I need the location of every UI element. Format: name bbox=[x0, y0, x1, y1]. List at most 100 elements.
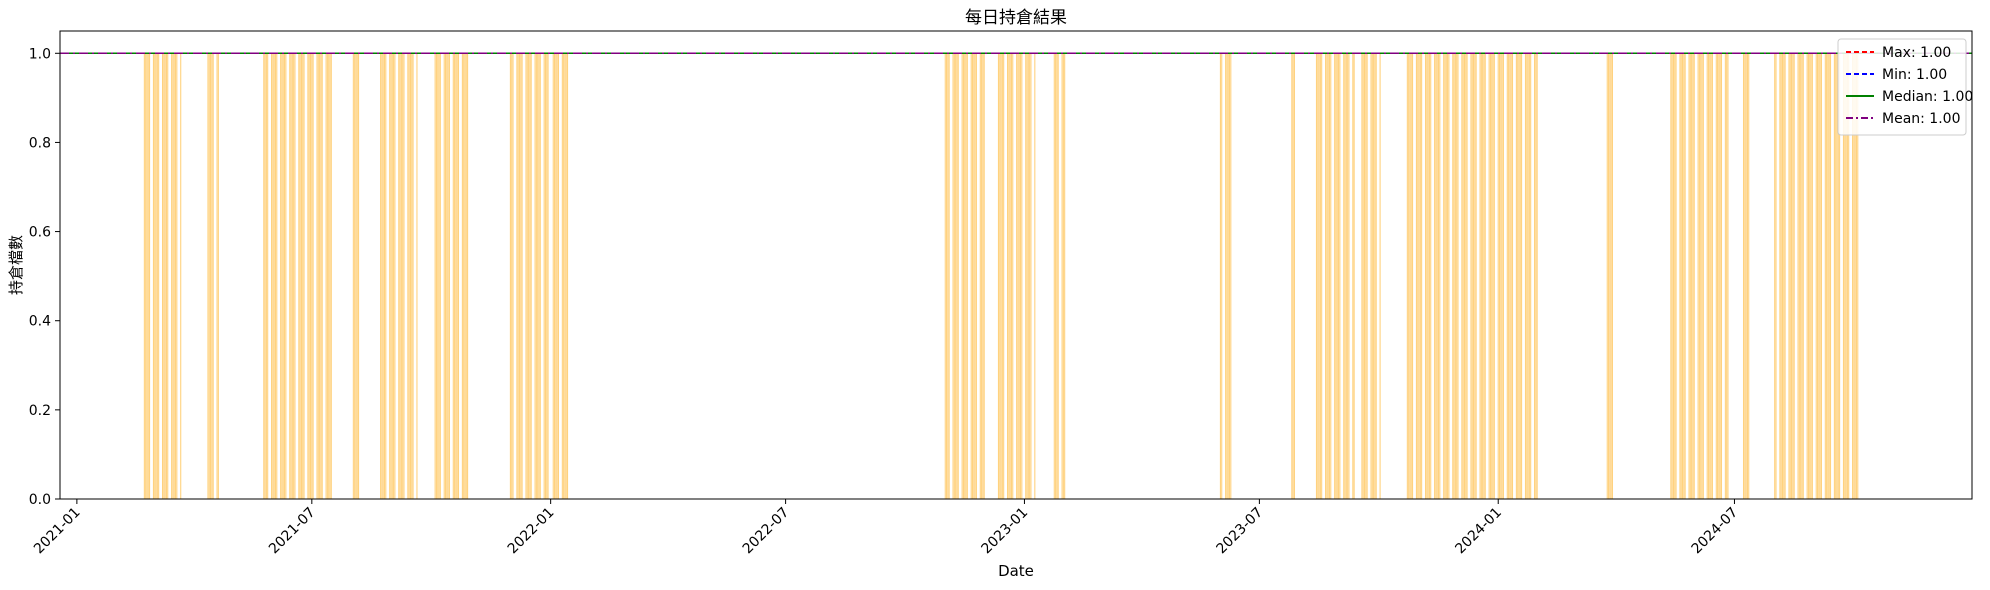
holding-bar bbox=[1702, 53, 1704, 499]
holding-bar bbox=[1415, 53, 1417, 499]
holding-bar bbox=[1844, 53, 1846, 499]
holding-bar bbox=[1498, 53, 1501, 499]
holding-bar bbox=[1510, 53, 1512, 499]
holding-bar bbox=[1524, 53, 1527, 499]
holding-bar bbox=[1492, 53, 1494, 499]
x-tick-label: 2023-07 bbox=[1214, 505, 1267, 558]
holding-bar bbox=[543, 53, 545, 499]
holding-bar bbox=[457, 53, 460, 499]
holding-bar bbox=[146, 53, 148, 499]
chart-title: 每日持倉結果 bbox=[965, 8, 1067, 28]
holding-bar bbox=[1457, 53, 1459, 499]
holding-bar bbox=[1000, 53, 1002, 499]
holding-bar bbox=[1030, 53, 1032, 499]
holding-bar bbox=[555, 53, 557, 499]
holding-bar bbox=[1435, 53, 1437, 499]
holding-bar bbox=[1463, 53, 1466, 499]
holding-bar bbox=[307, 53, 309, 499]
holding-bar bbox=[538, 53, 540, 499]
holding-bar bbox=[1680, 53, 1682, 499]
holding-bar bbox=[299, 53, 301, 499]
holding-bar bbox=[1718, 53, 1720, 499]
holding-bar bbox=[173, 53, 175, 499]
holding-bar bbox=[1845, 53, 1847, 499]
holding-bar bbox=[948, 53, 950, 499]
holding-bar bbox=[438, 53, 440, 499]
holding-bar bbox=[1802, 53, 1804, 499]
holding-bar bbox=[1439, 53, 1441, 499]
holding-bar bbox=[1017, 53, 1019, 499]
holding-bar bbox=[546, 53, 548, 499]
holding-bar bbox=[1509, 53, 1511, 499]
holding-bar bbox=[1227, 53, 1229, 499]
holding-bar bbox=[207, 53, 209, 499]
holding-bar bbox=[1008, 53, 1010, 499]
holding-bar bbox=[1745, 53, 1747, 499]
holding-bar bbox=[957, 53, 959, 499]
holding-bar bbox=[1436, 53, 1438, 499]
holding-bar bbox=[434, 53, 436, 499]
holding-bar bbox=[1489, 53, 1491, 499]
holding-bar bbox=[1318, 53, 1320, 499]
holding-bar bbox=[1493, 53, 1495, 499]
x-tick-label: 2021-01 bbox=[31, 505, 84, 558]
holding-bar bbox=[1679, 53, 1681, 499]
y-axis: 0.0 0.2 0.4 0.6 0.8 1.0 bbox=[29, 46, 60, 508]
holding-bar bbox=[1473, 53, 1475, 499]
holding-bar bbox=[1530, 53, 1532, 499]
holding-bar bbox=[272, 53, 274, 499]
holding-bar bbox=[407, 53, 409, 499]
holding-bar bbox=[529, 53, 531, 499]
holding-bar bbox=[1784, 53, 1786, 499]
holding-bar bbox=[1783, 53, 1785, 499]
legend-box bbox=[1837, 38, 1967, 136]
y-tick-label: 0.6 bbox=[29, 225, 51, 241]
holding-bar bbox=[447, 53, 449, 499]
holding-bar bbox=[284, 53, 286, 499]
holding-bar bbox=[1800, 53, 1802, 499]
holding-bar bbox=[274, 53, 277, 499]
holding-bar bbox=[564, 53, 566, 499]
holding-bar bbox=[1791, 53, 1793, 499]
holding-bar bbox=[1444, 53, 1446, 499]
holding-bar bbox=[208, 53, 210, 499]
holding-bar bbox=[1421, 53, 1423, 499]
holding-bar bbox=[330, 53, 332, 499]
holding-bar bbox=[1833, 53, 1835, 499]
holding-bar bbox=[1674, 53, 1676, 499]
holding-bar bbox=[1344, 53, 1346, 499]
holding-bar bbox=[1452, 53, 1454, 499]
holding-bar bbox=[1711, 53, 1713, 499]
holding-bar bbox=[398, 53, 400, 499]
holding-bar bbox=[983, 53, 985, 499]
holding-bar bbox=[517, 53, 519, 499]
holding-bar bbox=[294, 53, 296, 499]
holding-bar bbox=[1412, 53, 1414, 499]
holding-bar bbox=[1029, 53, 1031, 499]
holding-bar bbox=[1826, 53, 1828, 499]
holding-bar bbox=[1488, 53, 1490, 499]
holding-bar bbox=[267, 53, 269, 499]
holding-bar bbox=[565, 53, 567, 499]
holding-bar bbox=[1470, 53, 1472, 499]
holding-bar bbox=[411, 53, 413, 499]
holding-bar bbox=[1781, 53, 1784, 499]
holding-bar bbox=[1689, 53, 1691, 499]
holding-bar bbox=[525, 53, 527, 499]
holding-bar bbox=[1343, 53, 1345, 499]
holding-bar bbox=[1846, 53, 1848, 499]
holding-bar bbox=[516, 53, 518, 499]
holding-bar bbox=[1371, 53, 1373, 499]
holding-bar bbox=[463, 53, 465, 499]
holding-bar bbox=[321, 53, 323, 499]
holding-bar bbox=[1053, 53, 1055, 499]
holding-bar bbox=[302, 53, 304, 499]
holding-bar bbox=[1502, 53, 1504, 499]
holding-bar bbox=[1480, 53, 1482, 499]
x-tick-label: 2024-07 bbox=[1689, 505, 1742, 558]
holding-bar bbox=[1406, 53, 1408, 499]
holding-bar bbox=[1827, 53, 1829, 499]
holding-bar bbox=[1798, 53, 1800, 499]
x-tick-label: 2024-01 bbox=[1452, 505, 1505, 558]
holding-bar bbox=[167, 53, 169, 499]
